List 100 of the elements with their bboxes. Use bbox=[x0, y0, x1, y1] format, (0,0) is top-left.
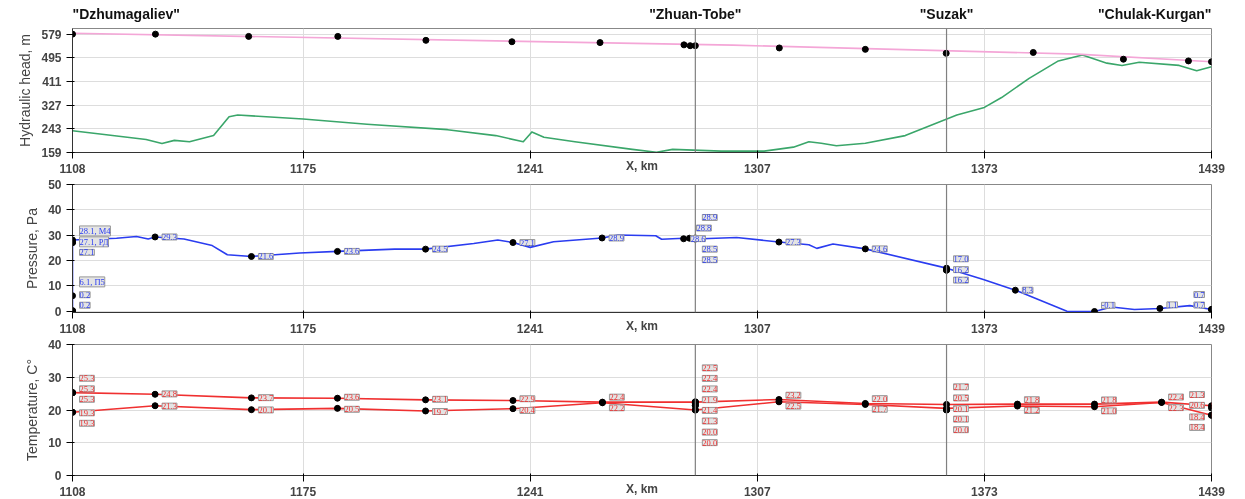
data-label: 8.3 bbox=[1022, 285, 1033, 296]
y-tick-label: 10 bbox=[48, 279, 62, 294]
y-axis-title: Hydraulic head, m bbox=[17, 34, 34, 147]
data-label: 21.2 bbox=[1024, 405, 1040, 416]
data-label: 27.3 bbox=[785, 237, 801, 248]
ref-line-label: "Suzak" bbox=[919, 6, 974, 23]
data-label: 20.1 bbox=[953, 403, 969, 414]
y-tick-label: 40 bbox=[48, 338, 62, 352]
x-tick-label: 1175 bbox=[290, 484, 317, 499]
y-tick-label: 30 bbox=[48, 370, 62, 385]
data-label: -0.1 bbox=[1101, 300, 1115, 311]
data-label: 23.1 bbox=[432, 394, 448, 405]
data-label: 20.1 bbox=[953, 414, 969, 425]
data-label: 25.3 bbox=[79, 383, 95, 394]
data-label: 28.5 bbox=[702, 244, 718, 255]
data-label: 22.0 bbox=[872, 393, 888, 404]
y-tick-label: 40 bbox=[48, 203, 62, 218]
data-label: 25.3 bbox=[79, 373, 95, 384]
y-tick-label: 20 bbox=[48, 254, 62, 269]
data-label: 18.4 bbox=[1189, 422, 1206, 433]
data-label: 23.7 bbox=[258, 392, 274, 403]
data-label: 29.3 bbox=[162, 231, 177, 242]
data-label: 6.1, П5 bbox=[79, 276, 105, 287]
data-label: 22.3 bbox=[1168, 402, 1184, 413]
text: "Dzhumagaliev" bbox=[72, 6, 180, 23]
x-tick-label: 1373 bbox=[971, 161, 999, 176]
data-label: 28.5 bbox=[702, 254, 718, 265]
data-label: 21.4 bbox=[702, 405, 718, 416]
x-tick-label: 1439 bbox=[1198, 161, 1226, 176]
text: "Chulak-Kurgan" bbox=[1097, 6, 1212, 23]
data-label: 19.3 bbox=[79, 407, 95, 418]
data-label: 0.7 bbox=[1193, 289, 1205, 300]
x-tick-label: 1373 bbox=[971, 321, 999, 336]
data-label: 21.9 bbox=[702, 394, 718, 405]
y-tick-label: 10 bbox=[48, 436, 62, 451]
y-tick-label: 411 bbox=[42, 74, 62, 89]
data-label: 0.2 bbox=[79, 300, 91, 311]
data-label: 23.6 bbox=[344, 246, 360, 257]
x-axis-title: X, km bbox=[625, 318, 659, 333]
data-label: 18.4 bbox=[1189, 411, 1206, 422]
data-label: 22.2 bbox=[609, 402, 625, 413]
x-tick-label: 1307 bbox=[743, 161, 771, 176]
x-tick-label: 1307 bbox=[743, 484, 771, 499]
data-label: 27.1, РД bbox=[79, 236, 109, 247]
x-tick-label: 1439 bbox=[1198, 484, 1226, 499]
data-label: 20.0 bbox=[953, 424, 969, 435]
data-label: 21.8 bbox=[1024, 394, 1040, 405]
data-label: 16.2 bbox=[953, 275, 969, 286]
data-label: 20.5 bbox=[344, 404, 360, 415]
data-label: 21.3 bbox=[162, 401, 177, 412]
data-label: 23.6 bbox=[344, 392, 360, 403]
y-tick-label: 159 bbox=[41, 146, 62, 160]
data-label: 20.0 bbox=[702, 427, 718, 438]
data-label: 24.8 bbox=[162, 388, 177, 399]
data-label: 24.6 bbox=[872, 243, 888, 254]
y-tick-label: 243 bbox=[41, 122, 62, 137]
y-axis-title: Temperature, C° bbox=[24, 358, 41, 462]
data-label: 17.0 bbox=[953, 253, 969, 264]
x-tick-label: 1439 bbox=[1198, 321, 1226, 336]
y-tick-label: 30 bbox=[48, 228, 62, 243]
data-label: 0.2 bbox=[79, 289, 91, 300]
data-label: 22.5 bbox=[702, 362, 718, 373]
x-tick-label: 1175 bbox=[290, 321, 317, 336]
data-label: 28.1, M4 bbox=[79, 225, 112, 236]
data-label: 1.1 bbox=[1166, 299, 1178, 310]
data-label: 22.4 bbox=[609, 392, 626, 403]
data-label: 22.5 bbox=[785, 401, 801, 412]
y-tick-label: 579 bbox=[41, 27, 62, 42]
x-tick-label: 1373 bbox=[971, 484, 999, 499]
data-label: 22.4 bbox=[1168, 392, 1185, 403]
data-label: 25.3 bbox=[79, 394, 95, 405]
data-label: 20.5 bbox=[953, 392, 969, 403]
y-tick-label: 327 bbox=[41, 98, 62, 113]
data-label: 22.4 bbox=[702, 383, 718, 394]
data-label: 21.3 bbox=[702, 415, 718, 426]
data-label: 22.4 bbox=[702, 373, 718, 384]
y-tick-label: 0 bbox=[54, 469, 62, 483]
x-tick-label: 1307 bbox=[743, 321, 771, 336]
y-axis-title: Pressure, Pa bbox=[24, 207, 41, 289]
data-label: 28.9 bbox=[609, 232, 624, 243]
data-label: 16.2 bbox=[953, 264, 969, 275]
data-label: 28.9 bbox=[702, 212, 718, 223]
y-tick-label: 495 bbox=[41, 51, 62, 66]
data-label: 28.8 bbox=[696, 223, 712, 234]
data-label: 21.6 bbox=[258, 251, 274, 262]
y-tick-label: 20 bbox=[48, 403, 62, 418]
y-tick-label: 50 bbox=[48, 178, 62, 192]
x-tick-label: 1108 bbox=[59, 321, 86, 336]
x-tick-label: 1241 bbox=[516, 484, 544, 499]
ref-line-label: "Zhuan-Tobe" bbox=[649, 6, 742, 23]
data-label: 21.8 bbox=[1101, 394, 1117, 405]
x-tick-label: 1175 bbox=[290, 161, 317, 176]
data-label: 21.7 bbox=[953, 381, 969, 392]
x-tick-label: 1108 bbox=[59, 161, 86, 176]
data-label: 20.6 bbox=[1189, 400, 1205, 411]
data-label: 24.5 bbox=[432, 244, 448, 255]
data-label: 21.3 bbox=[1189, 389, 1205, 400]
data-label: 23.2 bbox=[785, 390, 801, 401]
x-tick-label: 1241 bbox=[516, 321, 544, 336]
data-label: 21.0 bbox=[1101, 405, 1117, 416]
